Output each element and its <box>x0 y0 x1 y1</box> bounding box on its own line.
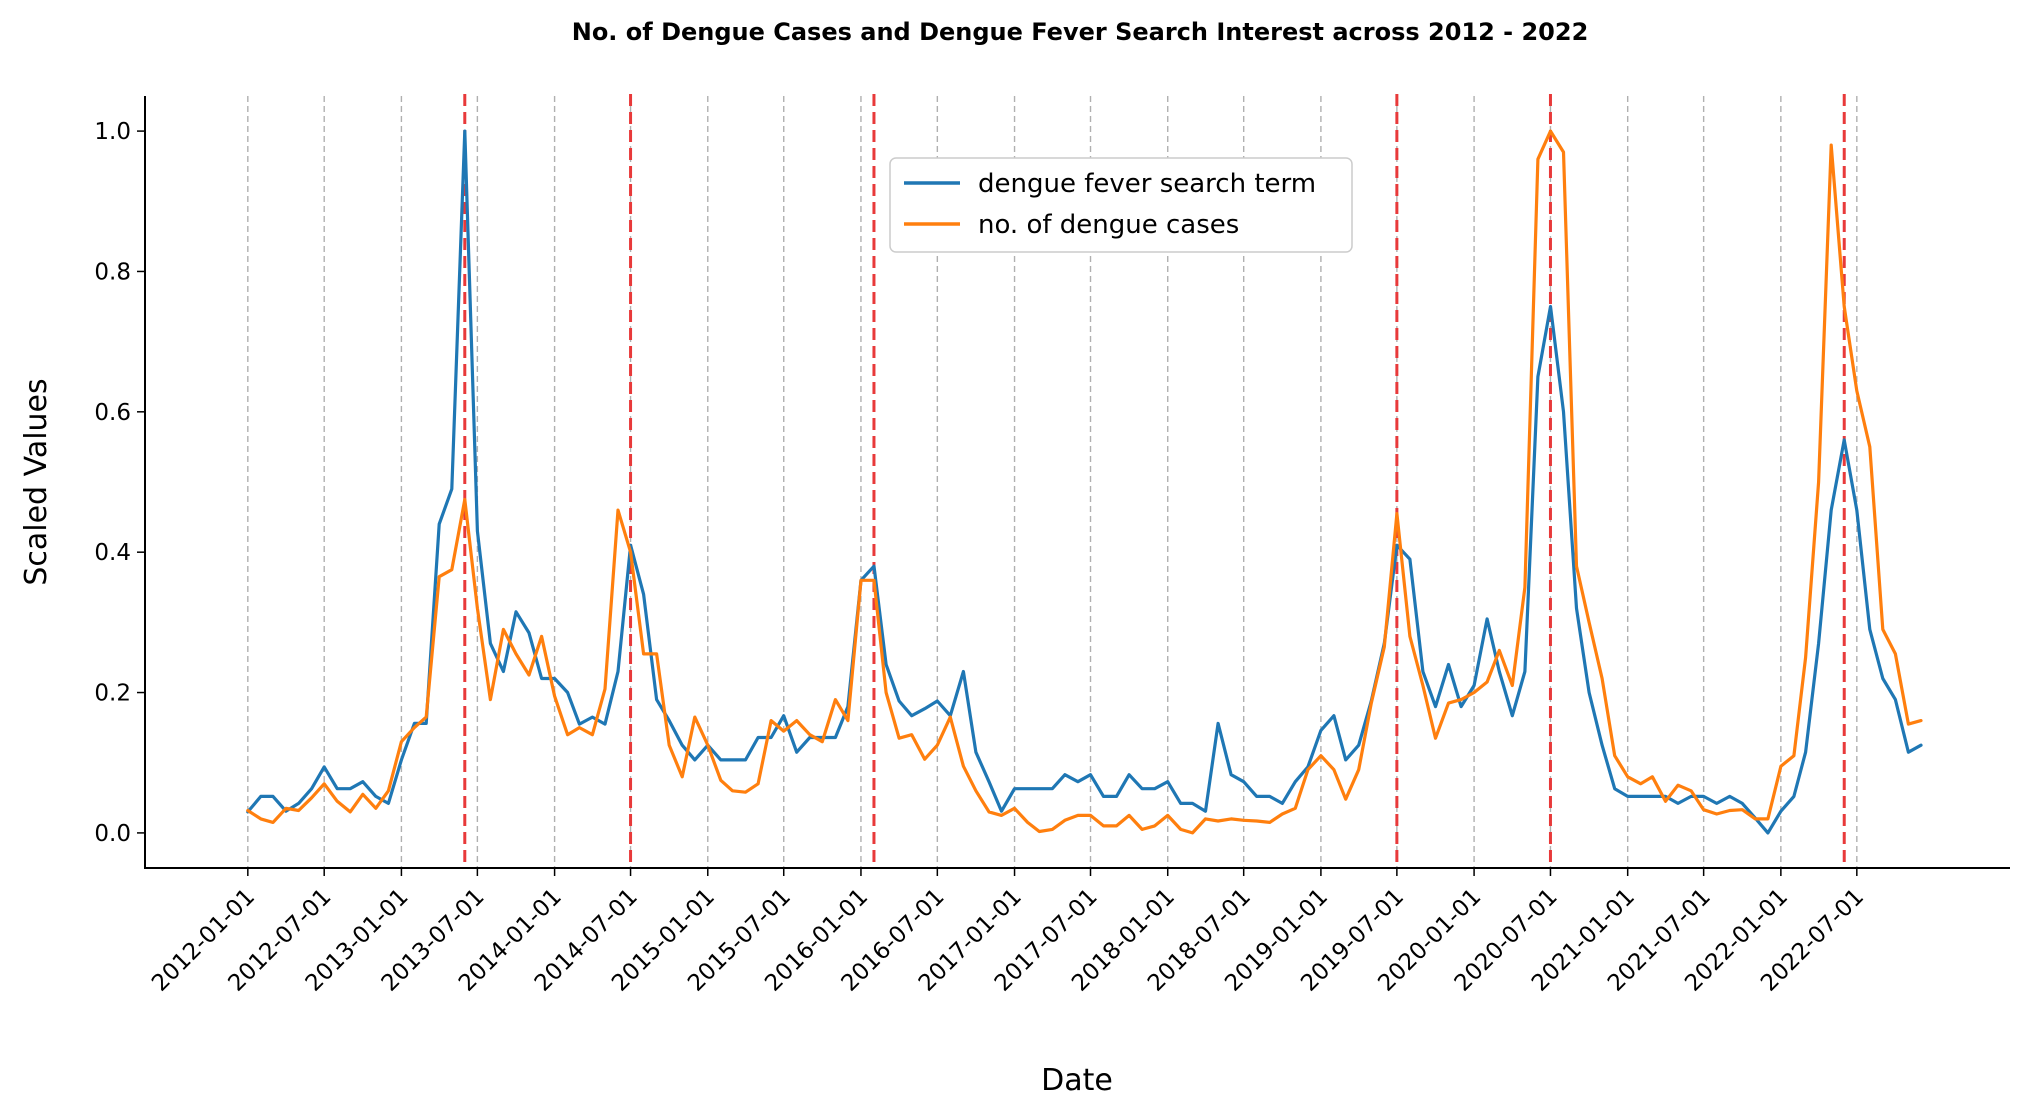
y-tick-label: 0.6 <box>94 400 131 426</box>
y-tick-label: 0.0 <box>94 821 131 847</box>
y-tick-label: 0.4 <box>94 540 131 566</box>
y-ticks: 0.0 0.2 0.4 0.6 0.8 1.0 <box>94 119 145 847</box>
legend-label-search-term: dengue fever search term <box>978 169 1316 199</box>
y-tick-label: 1.0 <box>94 119 131 145</box>
legend: dengue fever search term no. of dengue c… <box>889 157 1353 253</box>
peak-markers <box>463 94 1846 868</box>
chart-title: No. of Dengue Cases and Dengue Fever Sea… <box>572 18 1589 46</box>
x-axis-label: Date <box>1041 1063 1113 1098</box>
y-axis-label: Scaled Values <box>19 378 54 585</box>
series-line-1 <box>246 129 1923 835</box>
y-tick-label: 0.8 <box>94 259 131 285</box>
axes <box>144 96 2010 869</box>
legend-box <box>889 157 1353 253</box>
series-lines <box>246 129 1923 835</box>
series-line-0 <box>246 129 1923 835</box>
legend-label-dengue-cases: no. of dengue cases <box>978 210 1239 240</box>
y-tick-label: 0.2 <box>94 681 131 707</box>
